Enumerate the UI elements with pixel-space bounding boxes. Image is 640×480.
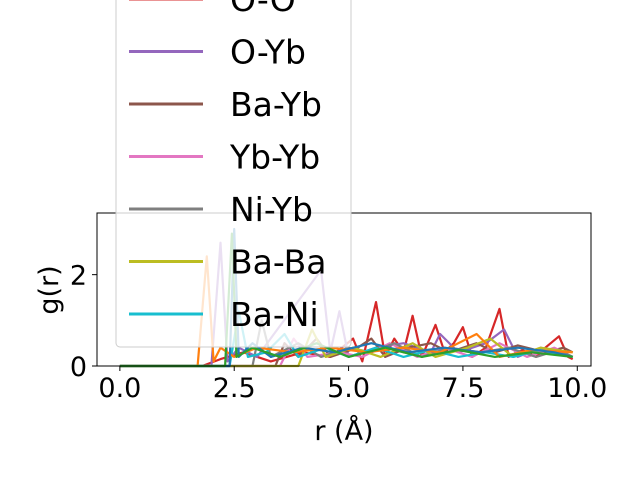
legend-label-yb-yb: Yb-Yb [229, 138, 320, 177]
legend: O-O O-Yb Ba-Yb Yb-Yb Ni-Yb Ba-Ba Ba-Ni [115, 0, 352, 348]
y-tick-label: 2 [70, 261, 87, 292]
x-axis-label: r (Å) [314, 415, 373, 447]
x-tick-label: 5.0 [327, 373, 370, 404]
x-tick-label: 10.0 [547, 373, 607, 404]
y-tick-label: 0 [70, 352, 87, 383]
legend-label-ni-yb: Ni-Yb [230, 190, 313, 229]
legend-label-ba-ni: Ba-Ni [230, 295, 319, 334]
x-tick-label: 7.5 [441, 373, 484, 404]
legend-label-o-yb: O-Yb [230, 33, 306, 72]
x-tick-label: 2.5 [213, 373, 256, 404]
legend-label-ba-yb: Ba-Yb [230, 85, 322, 124]
legend-label-o-o: O-O [230, 0, 296, 19]
legend-label-ba-ba: Ba-Ba [230, 243, 326, 282]
x-tick-label: 0.0 [98, 373, 141, 404]
y-axis-label: g(r) [34, 265, 65, 314]
x-axis-ticks: 0.0 2.5 5.0 7.5 10.0 [98, 366, 607, 404]
y-axis-ticks: 02 [70, 261, 97, 383]
